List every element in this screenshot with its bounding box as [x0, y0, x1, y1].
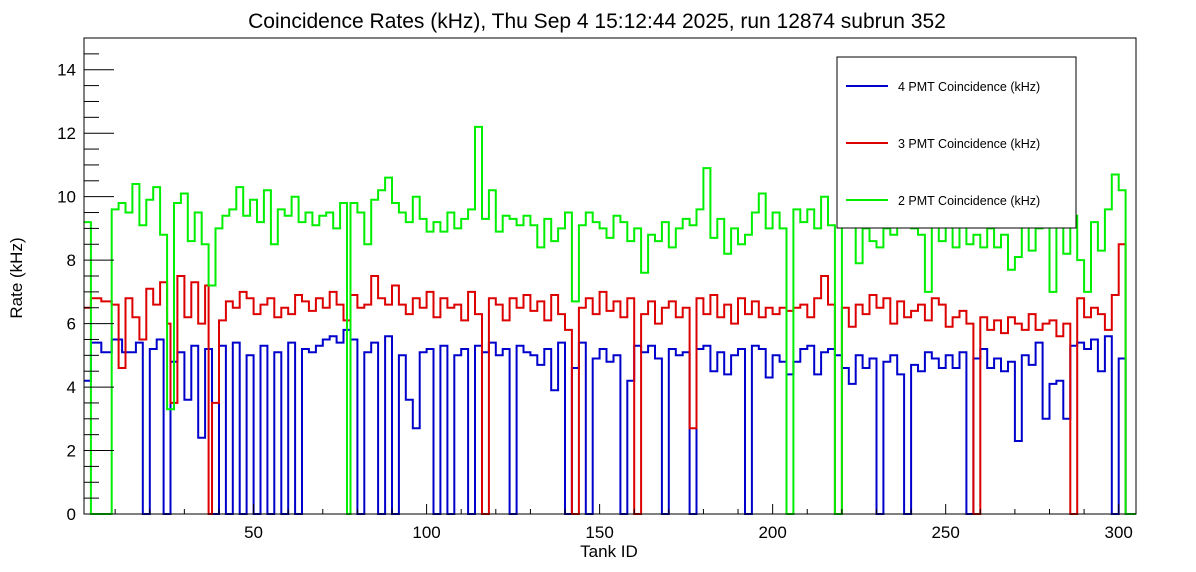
y-tick-label: 14	[57, 61, 76, 80]
x-tick-label: 150	[585, 523, 613, 542]
x-tick-label: 200	[758, 523, 786, 542]
x-tick-label: 100	[412, 523, 440, 542]
legend-entry: 3 PMT Coincidence (kHz)	[898, 137, 1040, 151]
series-line-3	[84, 125, 1136, 515]
y-tick-label: 8	[67, 251, 76, 270]
x-tick-label: 250	[931, 523, 959, 542]
legend-entry: 2 PMT Coincidence (kHz)	[898, 194, 1040, 208]
legend-entry: 4 PMT Coincidence (kHz)	[898, 80, 1040, 94]
chart-title: Coincidence Rates (kHz), Thu Sep 4 15:12…	[248, 10, 946, 33]
x-tick-label: 50	[244, 523, 263, 542]
y-axis-label: Rate (kHz)	[7, 237, 26, 318]
y-tick-label: 2	[67, 442, 76, 461]
series-line-1	[84, 328, 1136, 515]
y-tick-label: 12	[57, 124, 76, 143]
plot-area	[84, 125, 1136, 515]
legend: 4 PMT Coincidence (kHz) 3 PMT Coincidence…	[836, 56, 1077, 229]
y-tick-label: 10	[57, 188, 76, 207]
y-tick-label: 4	[67, 378, 76, 397]
x-axis-label: Tank ID	[580, 542, 638, 561]
y-tick-label: 0	[67, 505, 76, 524]
x-tick-label: 300	[1105, 523, 1133, 542]
series-line-2	[84, 243, 1136, 515]
y-tick-label: 6	[67, 315, 76, 334]
axes: 50 100 150 200 250 300 0 2 4 6 8 10 12 14	[57, 37, 1137, 542]
